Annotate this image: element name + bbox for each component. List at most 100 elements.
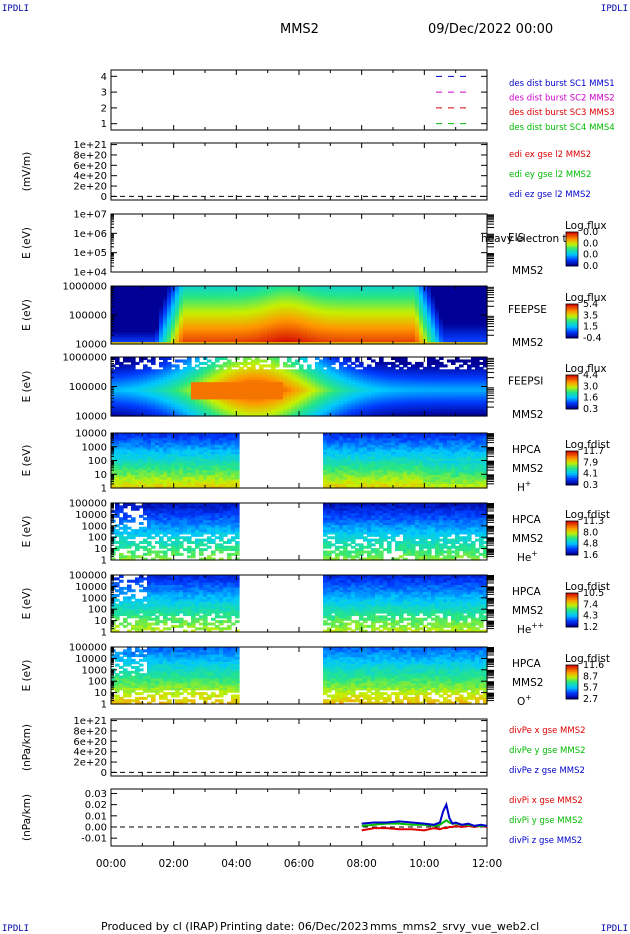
feeps-e-cell [283,331,288,335]
feeps-e-cell [215,307,220,311]
hpca-h-cell [139,471,144,475]
feeps-i-cell [255,359,260,363]
feeps-i-cell [271,403,276,407]
feeps-i-cell [419,411,424,415]
feeps-e-cell [407,302,412,306]
feeps-i-cell [211,384,216,388]
feeps-e-cell [111,339,116,343]
feeps-i-cell [375,371,380,375]
feeps-e-cell [363,334,368,338]
feeps-i-cell [167,401,172,405]
feeps-i-cell [143,411,148,415]
feeps-i-cell [179,391,184,395]
feeps-i-cell [391,396,396,400]
feeps-e-cell [191,339,196,343]
feeps-i-cell [435,401,440,405]
feeps-e-cell [371,317,376,321]
feeps-e-cell [471,317,476,321]
feeps-i-cell [295,391,300,395]
feeps-e-cell [355,324,360,328]
feeps-i-cell [339,391,344,395]
feeps-i-cell [455,376,460,380]
feeps-e-cell [379,317,384,321]
feeps-i-cell [243,371,248,375]
feeps-e-cell [243,331,248,335]
feeps-i-cell [243,379,248,383]
feeps-i-cell [259,374,264,378]
feeps-e-cell [279,334,284,338]
feeps-e-cell [263,290,268,294]
feeps-e-cell [351,329,356,333]
hpca-h-cell [139,446,144,450]
feeps-i-cell [183,386,188,390]
feeps-i-cell [315,413,320,417]
feeps-e-cell [447,295,452,299]
feeps-e-cell [147,312,152,316]
feeps-i-cell [215,391,220,395]
feeps-i-cell [407,391,412,395]
feeps-i-cell [375,379,380,383]
feeps-i-cell [263,379,268,383]
feeps-i-cell [479,403,484,407]
hpca-h-cell [115,462,120,466]
feeps-i-cell [467,374,472,378]
feeps-i-cell [315,374,320,378]
hpca-h-cell [123,439,128,443]
feeps-e-cell [295,327,300,331]
feeps-i-cell [139,411,144,415]
feeps-i-cell [363,396,368,400]
feeps-e-cell [403,293,408,297]
feeps-i-cell [351,408,356,412]
feeps-e-cell [163,327,168,331]
feeps-i-cell [315,379,320,383]
feeps-i-cell [347,401,352,405]
feeps-i-cell [451,376,456,380]
feeps-e-cell [375,300,380,304]
feeps-i-cell [471,403,476,407]
feeps-i-cell [399,391,404,395]
feeps-i-cell [163,388,168,393]
feeps-e-cell [303,288,308,292]
feeps-e-cell [303,322,308,326]
feeps-e-cell [255,307,260,311]
hpca-h-cell [143,435,148,439]
feeps-e-cell [271,329,276,333]
feeps-i-cell [251,371,256,375]
feeps-e-cell [183,286,188,290]
feeps-i-cell [139,376,144,380]
feeps-e-cell [255,334,260,338]
feeps-e-cell [175,300,180,304]
hpca-h-cell [147,469,152,473]
feeps-e-cell [279,319,284,323]
feeps-e-cell [239,341,244,345]
hpca-h-cell [119,485,124,489]
feeps-e-cell [343,293,348,297]
feeps-e-cell [295,288,300,292]
feeps-i-cell [439,384,444,388]
feeps-e-cell [423,286,428,290]
feeps-i-cell [215,374,220,378]
feeps-i-cell [243,357,248,361]
feeps-e-cell [295,341,300,345]
feeps-i-cell [327,384,332,388]
feeps-i-cell [111,388,116,393]
feeps-e-cell [211,312,216,316]
feeps-i-cell [123,379,128,383]
feeps-e-cell [355,331,360,335]
feeps-e-cell [275,339,280,343]
feeps-i-cell [199,384,204,388]
feeps-i-cell [371,408,376,412]
feeps-e-cell [155,327,160,331]
feeps-e-cell [243,341,248,345]
feeps-e-cell [303,307,308,311]
feeps-i-cell [411,379,416,383]
feeps-e-cell [159,334,164,338]
feeps-e-cell [131,312,136,316]
feeps-e-cell [291,324,296,328]
feeps-e-cell [123,298,128,302]
feeps-e-cell [187,317,192,321]
hpca-h-cell [135,460,140,464]
feeps-e-cell [271,307,276,311]
feeps-i-cell [163,366,168,370]
feeps-i-cell [431,359,436,363]
